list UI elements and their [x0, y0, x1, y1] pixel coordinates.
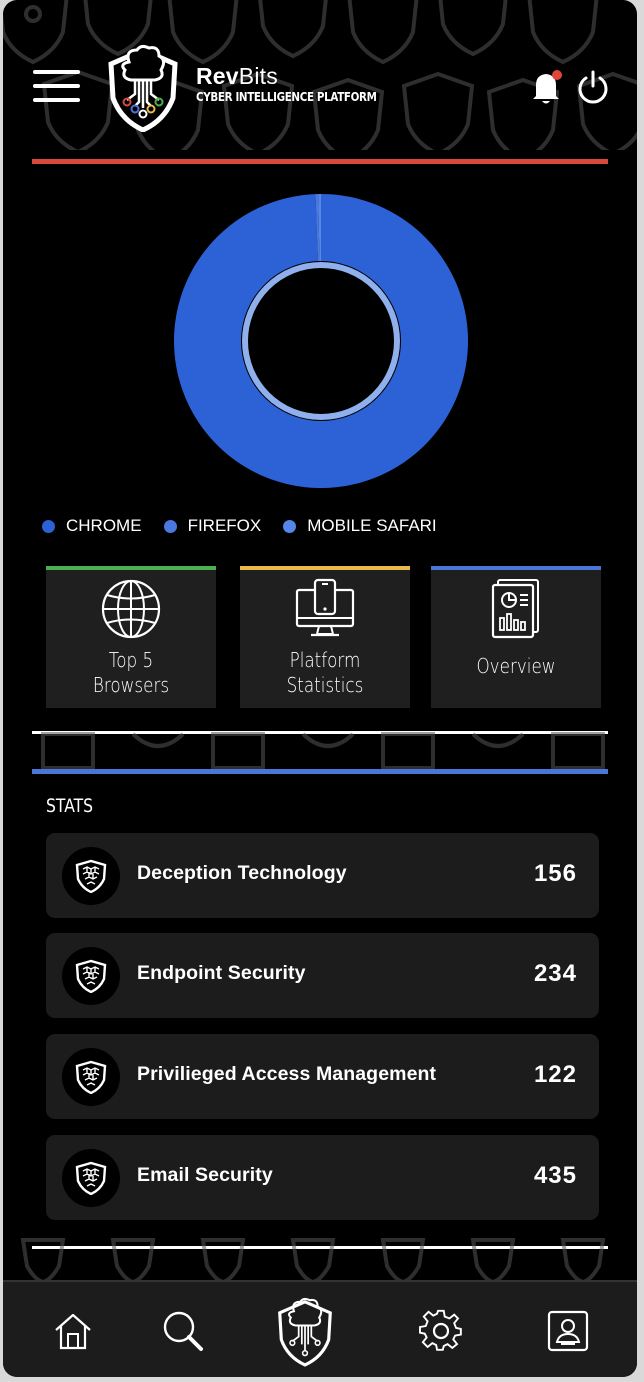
tile-label: Overview — [476, 654, 556, 678]
legend-dot — [283, 519, 297, 533]
stat-row-endpoint-security[interactable]: Endpoint Security 234 — [46, 933, 599, 1018]
legend-dot — [42, 519, 55, 533]
report-icon — [491, 579, 539, 639]
donut-inner-ring — [242, 262, 400, 420]
bottom-pattern — [20, 1238, 606, 1284]
stat-label: Email Security — [137, 1164, 273, 1186]
brain-shield-icon — [278, 1297, 332, 1367]
stat-value: 435 — [533, 1162, 577, 1189]
honeycomb-shield-icon — [62, 847, 120, 905]
nav-home-logo[interactable] — [270, 1282, 340, 1377]
gear-icon — [419, 1309, 462, 1351]
brain-shield-logo — [108, 44, 178, 132]
tile-top-5-browsers[interactable]: Top 5 Browsers — [46, 566, 216, 708]
section-divider-white — [32, 1246, 608, 1249]
honeycomb-shield-icon — [62, 1149, 120, 1207]
legend-item-chrome[interactable]: CHROME — [42, 516, 142, 536]
tile-label: Platform Statistics — [286, 648, 364, 697]
tile-accent-bar — [431, 566, 601, 570]
stat-value: 234 — [533, 960, 577, 987]
honeycomb-shield-icon — [62, 947, 120, 1005]
donut-slice-firefox[interactable] — [315, 194, 320, 262]
power-icon[interactable] — [575, 68, 611, 106]
tile-label: Top 5 Browsers — [92, 648, 170, 697]
app-screen: RevBits CYBER INTELLIGENCE PLATFORM CHRO… — [3, 0, 637, 1377]
home-icon — [55, 1313, 91, 1349]
chart-legend: CHROME FIREFOX MOBILE SAFARI — [42, 516, 459, 536]
brand-subtitle: CYBER INTELLIGENCE PLATFORM — [196, 90, 377, 104]
nav-settings[interactable] — [411, 1282, 471, 1377]
menu-icon[interactable] — [33, 70, 80, 104]
mid-pattern — [41, 732, 605, 770]
profile-icon — [547, 1310, 589, 1351]
bottom-navigation — [3, 1280, 637, 1377]
globe-icon — [101, 579, 161, 639]
brand-name: RevBits — [196, 63, 278, 89]
stat-value: 156 — [533, 860, 577, 887]
legend-item-firefox[interactable]: FIREFOX — [163, 516, 262, 536]
bell-icon[interactable] — [528, 68, 564, 106]
legend-dot — [163, 519, 177, 533]
tile-accent-bar — [240, 566, 410, 570]
legend-item-mobile-safari[interactable]: MOBILE SAFARI — [283, 516, 437, 536]
legend-label: FIREFOX — [187, 516, 262, 535]
stats-title: STATS — [46, 795, 94, 817]
search-icon — [163, 1311, 203, 1351]
stat-value: 122 — [533, 1061, 577, 1088]
nav-search[interactable] — [153, 1282, 213, 1377]
stat-label: Privilieged Access Management — [137, 1063, 437, 1085]
devices-icon — [295, 578, 355, 637]
stat-row-email-security[interactable]: Email Security 435 — [46, 1135, 599, 1220]
browser-donut-chart — [174, 194, 468, 489]
tile-platform-statistics[interactable]: Platform Statistics — [240, 566, 410, 708]
section-divider-blue — [32, 769, 608, 774]
honeycomb-shield-icon — [62, 1048, 120, 1106]
app-header: RevBits CYBER INTELLIGENCE PLATFORM — [3, 0, 637, 160]
header-pattern — [3, 0, 637, 150]
stat-row-deception-technology[interactable]: Deception Technology 156 — [46, 833, 599, 918]
donut-slice-mobile-safari[interactable] — [318, 194, 321, 262]
legend-label: CHROME — [66, 516, 142, 535]
stat-label: Endpoint Security — [137, 962, 306, 984]
tile-accent-bar — [46, 566, 216, 570]
nav-profile[interactable] — [538, 1282, 598, 1377]
nav-home[interactable] — [43, 1282, 103, 1377]
stat-row-privileged-access-management[interactable]: Privilieged Access Management 122 — [46, 1034, 599, 1119]
legend-label: MOBILE SAFARI — [307, 516, 437, 535]
tile-overview[interactable]: Overview — [431, 566, 601, 708]
stat-label: Deception Technology — [137, 862, 347, 884]
section-divider-red — [32, 159, 608, 164]
brand: RevBits CYBER INTELLIGENCE PLATFORM — [196, 64, 406, 104]
donut-slice-chrome[interactable] — [174, 194, 468, 489]
section-divider-white — [32, 731, 608, 734]
